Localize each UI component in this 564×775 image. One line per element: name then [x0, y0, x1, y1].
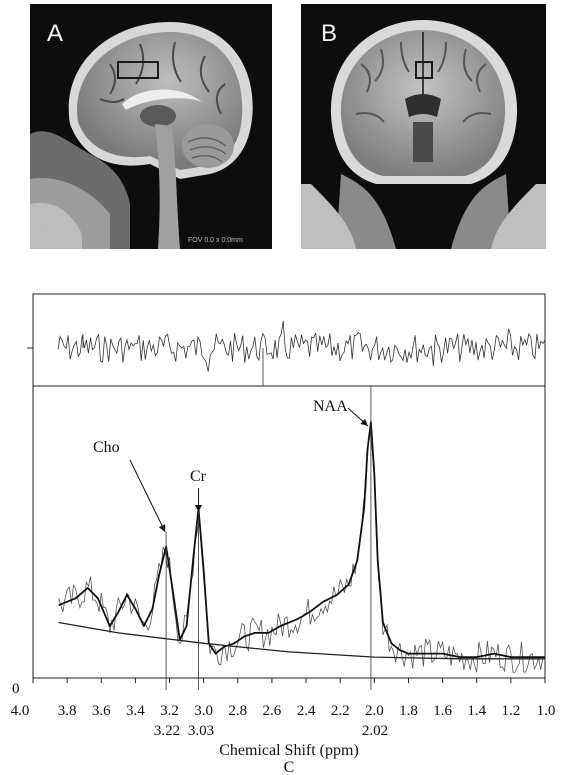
peak-position-label: 3.03	[188, 723, 214, 739]
coronal-mri-image: B	[301, 4, 546, 249]
coronal-brain-drawing	[301, 4, 546, 249]
peak-arrowhead	[360, 418, 368, 426]
peak-markers: NAA 3.22 Cho 3.03 Cr 2.02	[93, 386, 388, 739]
raw-spectrum	[58, 431, 544, 673]
x-tick-label: 3.2	[160, 703, 179, 719]
residual-band	[57, 321, 546, 386]
spectrum-frame	[27, 293, 546, 679]
peak-arrowhead	[195, 505, 202, 512]
x-tick-label: 3.8	[58, 703, 77, 719]
peak-position-label: 2.02	[362, 723, 388, 739]
panel-a-label: A	[47, 20, 64, 47]
panel-c-label: C	[284, 759, 295, 775]
peak-label: NAA	[313, 398, 348, 415]
peak-label: Cr	[190, 468, 207, 485]
x-tick-label: 2.2	[331, 703, 350, 719]
x-tick-label: 1.6	[433, 703, 452, 719]
x-tick-label: 2.6	[263, 703, 282, 719]
x-tick-label: 2.4	[297, 703, 316, 719]
sagittal-mri-image: A 5 0000 WL 543 1:171 FOV 0.0 x 0.0mm	[30, 4, 272, 249]
x-tick-label: 1.8	[399, 703, 418, 719]
peak-label: Cho	[93, 439, 120, 456]
baseline-curve	[58, 621, 545, 660]
x-tick-label: 1.4	[467, 703, 486, 719]
fit-curve-line	[58, 421, 545, 658]
x-tick-label: 1.2	[501, 703, 520, 719]
y-origin-label: 0	[12, 681, 20, 697]
peak-position-label: 3.22	[154, 723, 180, 739]
x-tick-label: 3.0	[194, 703, 213, 719]
x-tick-label: 1.0	[537, 703, 556, 719]
x-tick-label: 4.0	[11, 703, 30, 719]
panel-a-fov-text: FOV 0.0 x 0.0mm	[188, 237, 243, 244]
mr-spectrum-chart: NAA 3.22 Cho 3.03 Cr 2.02 4.0 3.8 3.6 3.4 3.2 3.0 2…	[11, 293, 556, 775]
panel-b-label: B	[321, 20, 338, 47]
x-axis-ticks: 4.0 3.8 3.6 3.4 3.2 3.0 2.8 2.6 2.4 2.2 2.0 1.8 1.6 1…	[11, 678, 556, 719]
x-tick-label: 2.8	[228, 703, 247, 719]
x-tick-label: 3.4	[126, 703, 145, 719]
residual-trace	[57, 321, 546, 372]
baseline-line	[58, 621, 545, 660]
x-axis-label: Chemical Shift (ppm)	[219, 742, 359, 759]
raw-spectrum-trace	[58, 431, 544, 673]
peak-arrowhead	[158, 524, 166, 532]
panel-a-overlay-text: WL 543 1:171	[34, 237, 78, 244]
peak-arrow	[129, 459, 166, 533]
x-tick-label: 2.0	[365, 703, 384, 719]
fitted-spectrum	[58, 421, 545, 658]
x-tick-label: 3.6	[92, 703, 111, 719]
sagittal-brain-drawing	[30, 4, 272, 249]
panel-a-overlay-text: 5 0000	[34, 226, 56, 233]
